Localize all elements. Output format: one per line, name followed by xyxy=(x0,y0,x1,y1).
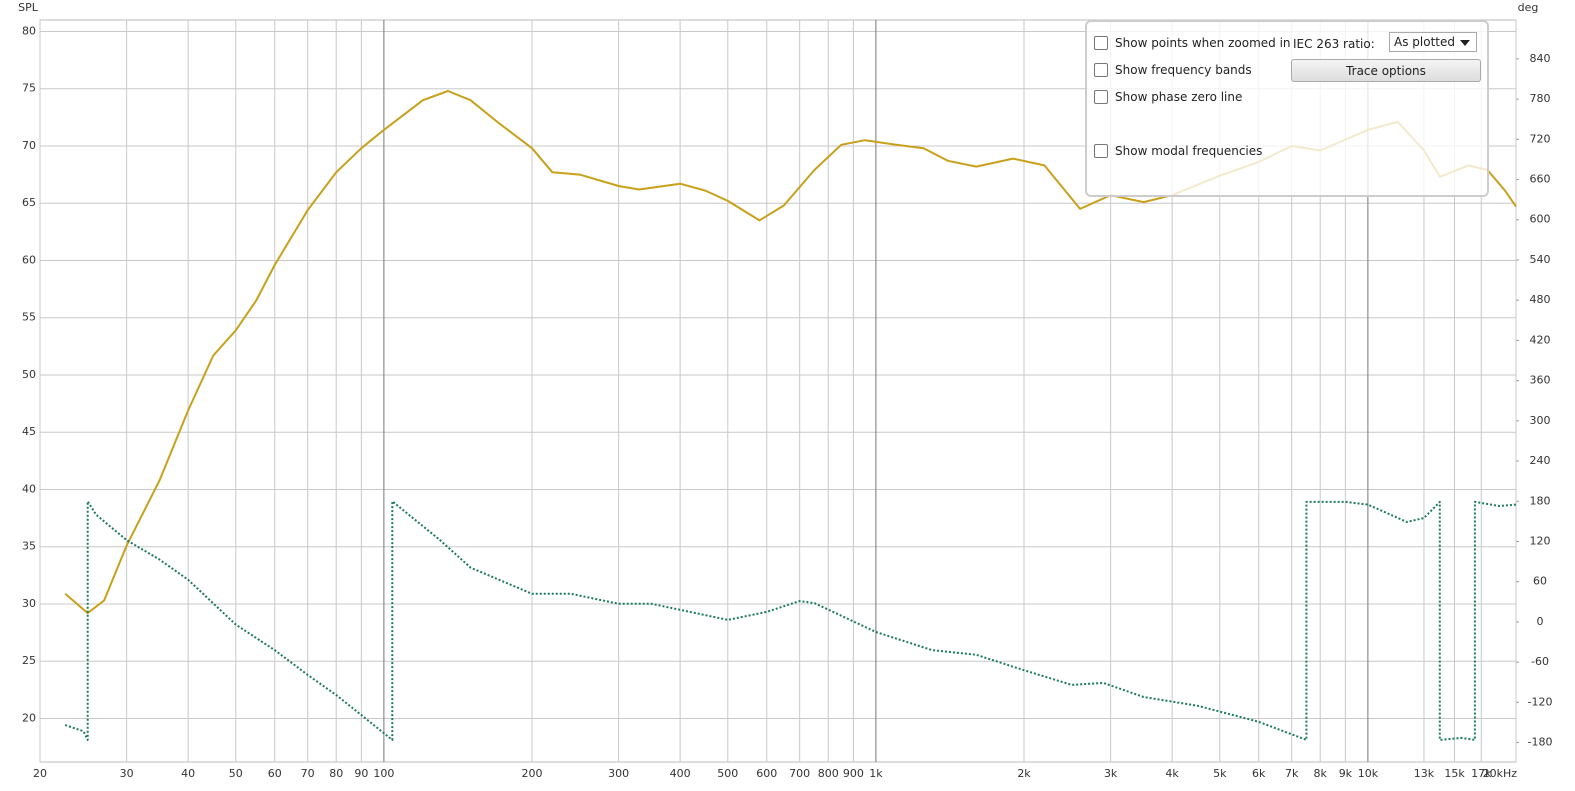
y2-tick-label: 480 xyxy=(1530,293,1551,306)
x-tick-label: 7k xyxy=(1285,767,1299,780)
y2-tick-label: 600 xyxy=(1530,213,1551,226)
y2-tick-label: -120 xyxy=(1528,695,1553,708)
y2-tick-label: -180 xyxy=(1528,736,1553,749)
x-tick-label: 90 xyxy=(354,767,368,780)
series-line xyxy=(64,500,1517,741)
y2-tick-label: 360 xyxy=(1530,374,1551,387)
x-tick-label: 6k xyxy=(1252,767,1266,780)
options-panel: Show points when zoomed in Show frequenc… xyxy=(1085,20,1489,197)
x-tick-label: 20 xyxy=(33,767,47,780)
x-tick-label: 70 xyxy=(301,767,315,780)
y2-tick-label: 540 xyxy=(1530,253,1551,266)
y-axis-label: SPL xyxy=(18,1,39,14)
x-tick-label: 20kHz xyxy=(1483,767,1518,780)
y2-tick-label: 780 xyxy=(1530,92,1551,105)
y2-tick-label: -60 xyxy=(1531,655,1549,668)
checkbox-label: Show points when zoomed in xyxy=(1115,36,1291,50)
x-tick-label: 600 xyxy=(756,767,777,780)
y-tick-label: 55 xyxy=(22,311,36,324)
y2-tick-label: 180 xyxy=(1530,494,1551,507)
y-tick-label: 25 xyxy=(22,654,36,667)
x-tick-label: 800 xyxy=(818,767,839,780)
checkbox-label: Show phase zero line xyxy=(1115,90,1243,104)
x-tick-label: 500 xyxy=(717,767,738,780)
x-tick-label: 1k xyxy=(869,767,883,780)
y2-tick-label: 60 xyxy=(1533,575,1547,588)
y2-tick-label: 300 xyxy=(1530,414,1551,427)
y-tick-label: 70 xyxy=(22,139,36,152)
x-tick-label: 60 xyxy=(268,767,282,780)
x-tick-label: 3k xyxy=(1104,767,1118,780)
y-tick-label: 65 xyxy=(22,196,36,209)
checkbox[interactable]: Show phase zero line xyxy=(1094,90,1242,104)
y-tick-label: 45 xyxy=(22,425,36,438)
y2-tick-label: 240 xyxy=(1530,454,1551,467)
checkbox-label: Show modal frequencies xyxy=(1115,144,1263,158)
x-tick-label: 900 xyxy=(843,767,864,780)
y2-axis-label: deg xyxy=(1518,1,1539,14)
x-tick-label: 400 xyxy=(670,767,691,780)
checkbox[interactable]: Show frequency bands xyxy=(1094,63,1252,77)
x-tick-label: 100 xyxy=(373,767,394,780)
x-tick-label: 5k xyxy=(1213,767,1227,780)
x-tick-label: 50 xyxy=(229,767,243,780)
y-tick-label: 30 xyxy=(22,597,36,610)
x-tick-label: 40 xyxy=(181,767,195,780)
y-tick-label: 40 xyxy=(22,482,36,495)
x-tick-label: 9k xyxy=(1339,767,1353,780)
x-tick-label: 80 xyxy=(329,767,343,780)
y-tick-label: 20 xyxy=(22,711,36,724)
checkbox[interactable]: Show modal frequencies xyxy=(1094,144,1262,158)
x-tick-label: 300 xyxy=(608,767,629,780)
x-tick-label: 4k xyxy=(1165,767,1179,780)
ratio-label: IEC 263 ratio: xyxy=(1293,37,1375,51)
checkbox[interactable]: Show points when zoomed in xyxy=(1094,36,1291,50)
x-tick-label: 8k xyxy=(1314,767,1328,780)
x-tick-label: 200 xyxy=(522,767,543,780)
x-tick-label: 17k xyxy=(1471,767,1492,780)
y2-tick-label: 720 xyxy=(1530,132,1551,145)
y-tick-label: 35 xyxy=(22,540,36,553)
y2-tick-label: 420 xyxy=(1530,333,1551,346)
checkbox-label: Show frequency bands xyxy=(1115,63,1252,77)
y2-tick-label: 120 xyxy=(1530,534,1551,547)
y-tick-label: 75 xyxy=(22,82,36,95)
y-tick-label: 80 xyxy=(22,24,36,37)
x-tick-label: 700 xyxy=(789,767,810,780)
x-tick-label: 30 xyxy=(120,767,134,780)
x-tick-label: 15k xyxy=(1444,767,1465,780)
x-tick-label: 10k xyxy=(1358,767,1379,780)
y2-tick-label: 840 xyxy=(1530,52,1551,65)
ratio-dropdown[interactable]: As plotted xyxy=(1389,32,1477,52)
y-tick-label: 60 xyxy=(22,253,36,266)
trace-options-button[interactable]: Trace options xyxy=(1291,59,1481,82)
y-tick-label: 50 xyxy=(22,368,36,381)
x-tick-label: 2k xyxy=(1017,767,1031,780)
y2-tick-label: 0 xyxy=(1537,615,1544,628)
y2-tick-label: 660 xyxy=(1530,173,1551,186)
x-tick-label: 13k xyxy=(1414,767,1435,780)
